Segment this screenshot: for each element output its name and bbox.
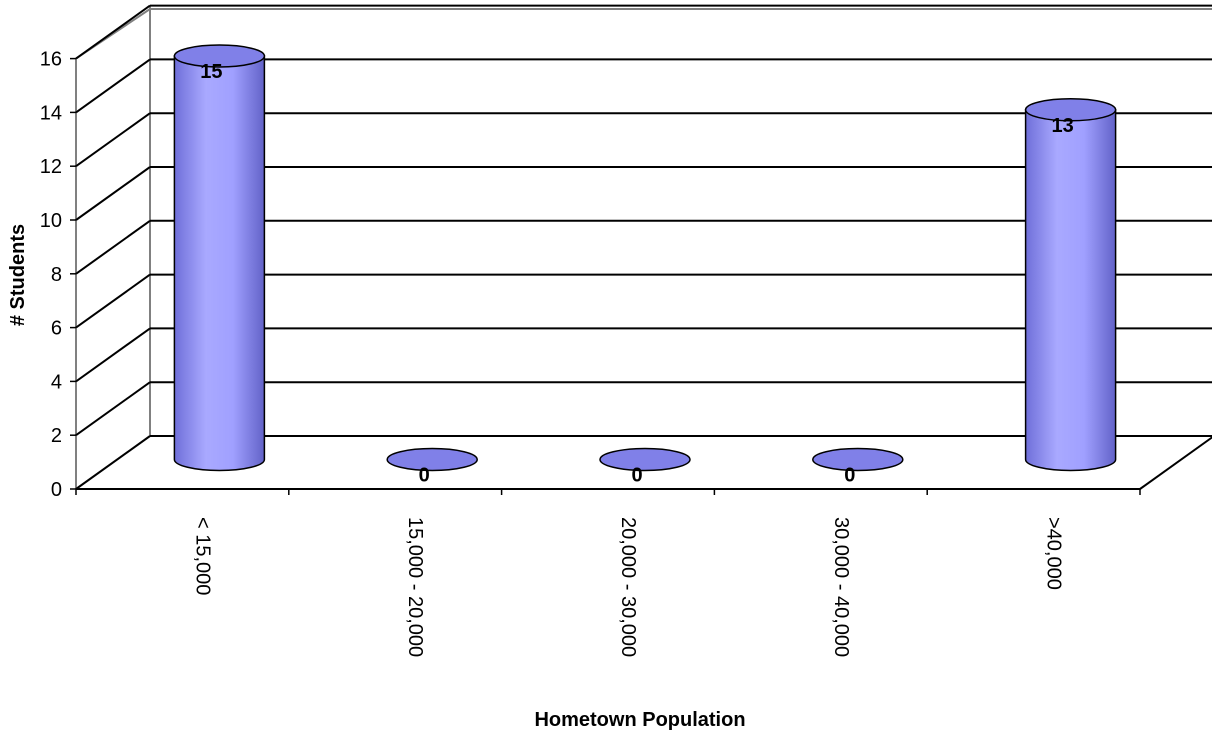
category-label: 15,000 - 20,000: [404, 517, 426, 657]
category-labels: < 15,000 15,000 - 20,000 20,000 - 30,000 30…: [191, 517, 1064, 657]
gridline-side: [75, 4, 151, 60]
category-label: < 15,000: [191, 517, 213, 595]
gridline-side: [75, 381, 151, 437]
bar-body: [173, 55, 266, 472]
category-label: 20,000 - 30,000: [617, 517, 639, 657]
y-tick-label: 8: [51, 264, 62, 286]
y-tick-label: 16: [40, 49, 62, 71]
data-label: 15: [200, 61, 222, 83]
y-axis-ticks: 0 2 4 6 8 10 12 14 16: [40, 49, 76, 501]
gridline-side: [75, 112, 151, 168]
bar-top: [599, 447, 691, 472]
y-tick-label: 6: [51, 318, 62, 340]
bar: [1024, 98, 1117, 472]
bar: [599, 447, 691, 472]
y-tick-label: 12: [40, 156, 62, 178]
bar: [386, 447, 478, 472]
y-tick-label: 4: [51, 371, 62, 393]
bar: [812, 447, 904, 472]
bar-top: [386, 447, 478, 472]
floor-right-edge: [1139, 436, 1212, 490]
data-labels: 15 0 0 0 13: [200, 61, 1073, 487]
floor-left-edge: [75, 435, 151, 490]
gridline-side: [75, 273, 151, 329]
x-axis: [75, 488, 1141, 495]
data-label: 0: [631, 465, 642, 487]
category-label: >40,000: [1043, 517, 1065, 590]
x-axis-title: Hometown Population: [534, 709, 745, 731]
y-tick-label: 0: [51, 479, 62, 501]
category-label: 30,000 - 40,000: [830, 517, 852, 657]
data-label: 13: [1051, 115, 1073, 137]
gridline-side: [75, 219, 151, 275]
data-label: 0: [419, 465, 430, 487]
gridline-side: [75, 166, 151, 221]
data-label: 0: [844, 465, 855, 487]
y-tick-label: 2: [51, 425, 62, 447]
gridline-side: [75, 58, 151, 114]
bar-top: [1024, 98, 1117, 122]
y-tick-label: 10: [40, 210, 62, 232]
bar: [173, 44, 266, 472]
bar-top: [812, 447, 904, 472]
bars: [173, 44, 1117, 472]
gridline-side: [75, 327, 151, 383]
bar-body: [1024, 109, 1117, 472]
bar-top: [173, 44, 266, 68]
y-tick-label: 14: [40, 102, 62, 124]
y-axis-title: # Students: [7, 224, 29, 326]
